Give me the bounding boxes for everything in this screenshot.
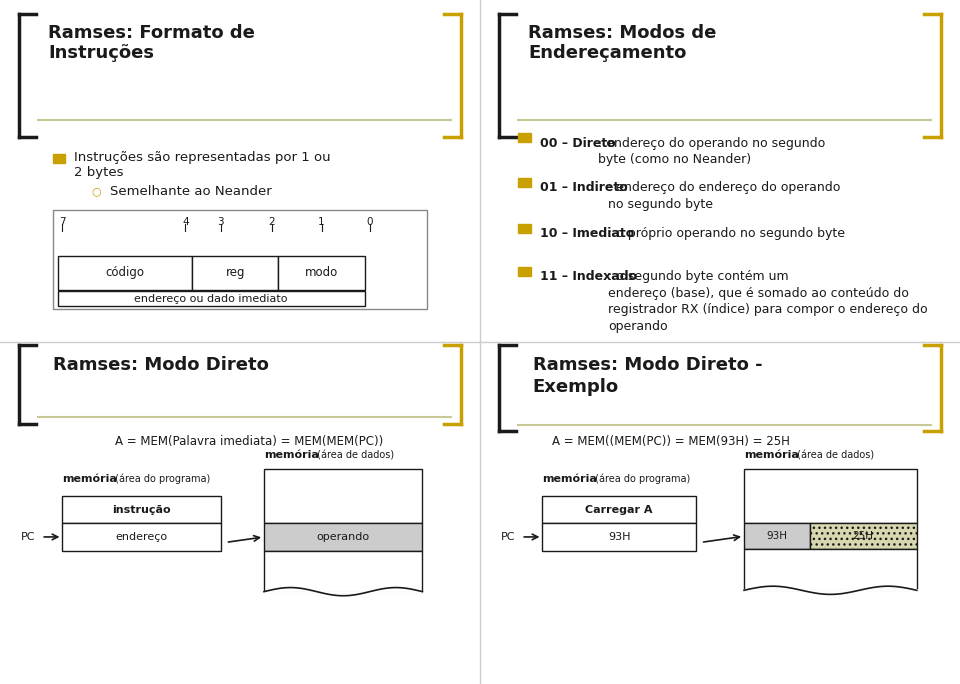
Text: 7: 7	[60, 217, 65, 227]
Text: ○: ○	[91, 187, 101, 196]
Bar	[542, 523, 696, 551]
Text: código: código	[106, 266, 144, 280]
Bar	[744, 549, 917, 590]
Text: Instruções são representadas por 1 ou: Instruções são representadas por 1 ou	[74, 150, 330, 164]
Text: 2 bytes: 2 bytes	[74, 166, 124, 179]
Text: 93H: 93H	[608, 532, 631, 542]
Text: 00 – Direto: 00 – Direto	[540, 137, 615, 150]
Text: (área do programa): (área do programa)	[592, 473, 690, 484]
Bar	[278, 256, 365, 290]
Bar	[264, 551, 422, 592]
Bar	[744, 523, 809, 549]
Text: PC: PC	[21, 532, 36, 542]
Text: 11 – Indexado: 11 – Indexado	[540, 270, 636, 283]
Text: (área do programa): (área do programa)	[112, 473, 210, 484]
Bar	[62, 496, 221, 523]
Text: 25H: 25H	[852, 531, 874, 541]
Text: endereço ou dado imediato: endereço ou dado imediato	[134, 294, 288, 304]
Bar	[518, 267, 531, 276]
Text: Instruções: Instruções	[48, 44, 154, 62]
Text: A = MEM(Palavra imediata) = MEM(MEM(PC)): A = MEM(Palavra imediata) = MEM(MEM(PC))	[115, 434, 383, 448]
Bar	[53, 154, 65, 163]
Bar	[744, 469, 917, 523]
Bar	[58, 256, 192, 290]
Text: (área de dados): (área de dados)	[794, 450, 874, 460]
Text: reg: reg	[226, 266, 245, 280]
Text: : endereço do operando no segundo
byte (como no Neander): : endereço do operando no segundo byte (…	[597, 137, 825, 166]
Bar	[264, 523, 422, 551]
Text: 0: 0	[367, 217, 372, 227]
Bar	[53, 210, 427, 309]
Bar	[809, 523, 917, 549]
Bar	[518, 133, 531, 142]
Text: 4: 4	[182, 217, 188, 227]
Text: 10 – Imediato: 10 – Imediato	[540, 227, 634, 240]
Bar	[58, 291, 365, 306]
Bar	[264, 469, 422, 523]
Bar	[518, 178, 531, 187]
Text: 01 – Indireto: 01 – Indireto	[540, 181, 627, 194]
Text: Endereçamento: Endereçamento	[528, 44, 686, 62]
Bar	[518, 224, 531, 233]
Text: Exemplo: Exemplo	[533, 378, 619, 395]
Text: instrução: instrução	[112, 505, 171, 514]
Bar	[192, 256, 278, 290]
Text: modo: modo	[305, 266, 338, 280]
Text: 93H: 93H	[766, 531, 787, 541]
Text: endereço: endereço	[115, 532, 168, 542]
Text: Carregar A: Carregar A	[586, 505, 653, 514]
Text: memória: memória	[542, 473, 597, 484]
Text: A = MEM((MEM(PC)) = MEM(93H) = 25H: A = MEM((MEM(PC)) = MEM(93H) = 25H	[552, 434, 790, 448]
Bar	[62, 523, 221, 551]
Text: 1: 1	[319, 217, 324, 227]
Text: : o segundo byte contém um
endereço (base), que é somado ao conteúdo do
registra: : o segundo byte contém um endereço (bas…	[609, 270, 927, 332]
Bar	[542, 496, 696, 523]
Text: Ramses: Formato de: Ramses: Formato de	[48, 24, 254, 42]
Text: Ramses: Modo Direto: Ramses: Modo Direto	[53, 356, 269, 373]
Text: memória: memória	[744, 450, 799, 460]
Text: PC: PC	[501, 532, 516, 542]
Text: operando: operando	[317, 532, 370, 542]
Text: memória: memória	[264, 450, 319, 460]
Text: : o próprio operando no segundo byte: : o próprio operando no segundo byte	[609, 227, 845, 240]
Text: 2: 2	[269, 217, 275, 227]
Text: memória: memória	[62, 473, 117, 484]
Text: Ramses: Modo Direto -: Ramses: Modo Direto -	[533, 356, 762, 373]
Text: 3: 3	[218, 217, 224, 227]
Text: Semelhante ao Neander: Semelhante ao Neander	[110, 185, 272, 198]
Text: : endereço do endereço do operando
no segundo byte: : endereço do endereço do operando no se…	[609, 181, 841, 211]
Text: (área de dados): (área de dados)	[314, 450, 394, 460]
Text: Ramses: Modos de: Ramses: Modos de	[528, 24, 716, 42]
